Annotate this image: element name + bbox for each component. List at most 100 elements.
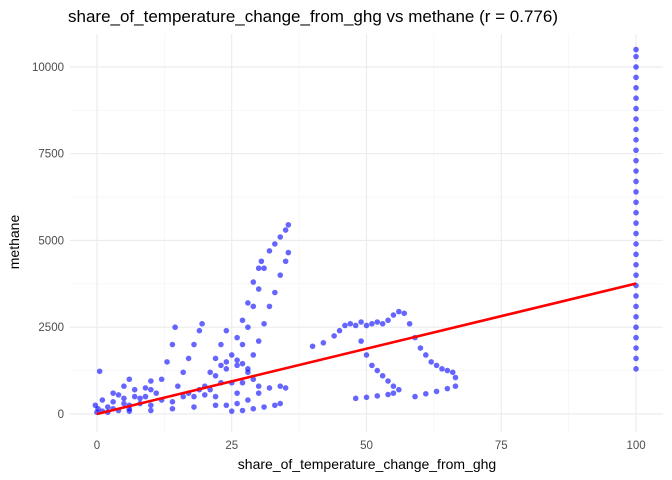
data-point (331, 333, 337, 339)
data-point (239, 379, 246, 386)
data-point (277, 234, 284, 240)
data-point (131, 386, 138, 393)
data-point (212, 402, 219, 409)
data-point (191, 404, 197, 410)
data-point (172, 324, 178, 331)
data-point (444, 367, 451, 374)
data-point (352, 322, 359, 329)
x-tick-label: 100 (626, 440, 645, 452)
data-point (137, 395, 143, 402)
data-point (175, 383, 181, 390)
data-point (245, 324, 251, 331)
data-point (126, 408, 133, 414)
data-point (347, 320, 354, 327)
data-point (390, 390, 397, 396)
data-point (390, 383, 397, 390)
data-point (363, 352, 370, 358)
data-point (104, 404, 111, 410)
y-axis-label: methane (6, 215, 22, 270)
data-point (142, 393, 149, 400)
data-point (272, 289, 278, 296)
data-point (185, 355, 192, 362)
data-point (374, 319, 381, 325)
data-point (369, 362, 375, 369)
data-point (180, 369, 187, 376)
data-point (423, 391, 429, 397)
data-point (374, 367, 381, 374)
data-point (633, 95, 639, 101)
data-point (336, 327, 343, 334)
data-point (406, 320, 413, 327)
data-point (142, 385, 149, 391)
grid (70, 34, 663, 432)
data-point (261, 404, 267, 410)
x-tick-label: 0 (94, 440, 100, 452)
data-point (633, 137, 639, 143)
data-point (320, 340, 327, 346)
data-point (282, 227, 289, 233)
data-point (417, 345, 424, 351)
data-point (633, 261, 639, 268)
data-point (212, 393, 219, 400)
data-point (261, 320, 267, 327)
x-axis-label: share_of_temperature_change_from_ghg (238, 456, 496, 472)
data-point (285, 222, 292, 228)
data-point (358, 338, 364, 344)
data-point (633, 116, 639, 122)
data-point (207, 369, 213, 376)
data-point (121, 395, 127, 402)
data-point (385, 317, 391, 324)
data-point (379, 320, 386, 327)
data-point (250, 405, 257, 412)
data-point (191, 341, 197, 348)
data-point (258, 258, 265, 265)
data-point (369, 320, 375, 327)
x-tick-label: 75 (495, 440, 508, 452)
y-tick-label: 2500 (38, 322, 64, 334)
data-point (272, 241, 278, 247)
data-point (452, 374, 459, 381)
data-point (207, 386, 213, 393)
y-tick-label: 5000 (38, 235, 64, 247)
data-point (633, 168, 639, 174)
data-point (223, 327, 230, 334)
data-point (633, 178, 639, 185)
y-tick-label: 0 (58, 409, 64, 421)
data-point (633, 230, 639, 237)
data-point (444, 385, 451, 392)
data-point (374, 393, 381, 399)
data-point (433, 388, 440, 395)
data-point (282, 385, 289, 391)
data-point (223, 359, 230, 365)
data-point (234, 334, 240, 341)
data-point (396, 386, 402, 393)
data-point (164, 359, 170, 365)
data-point (277, 272, 284, 278)
regression-line (96, 282, 637, 416)
data-point (277, 400, 284, 407)
data-point (266, 385, 273, 391)
data-point (228, 408, 235, 414)
data-point (245, 369, 251, 376)
data-point (412, 393, 418, 400)
data-point (633, 303, 639, 310)
data-point (250, 279, 257, 285)
data-point (633, 324, 639, 331)
data-point (148, 407, 154, 414)
data-point (218, 341, 224, 348)
data-point (121, 383, 127, 390)
data-point (633, 355, 639, 362)
data-point (199, 320, 205, 327)
data-point (169, 405, 176, 412)
data-point (633, 220, 639, 226)
data-point (379, 372, 386, 379)
data-point (228, 352, 235, 358)
data-point (633, 84, 639, 91)
data-point (218, 362, 224, 369)
data-point (266, 248, 273, 254)
data-point (110, 399, 116, 405)
y-tick-label: 7500 (38, 149, 64, 161)
data-point (633, 366, 639, 372)
data-point (423, 352, 429, 358)
data-point (121, 400, 127, 407)
